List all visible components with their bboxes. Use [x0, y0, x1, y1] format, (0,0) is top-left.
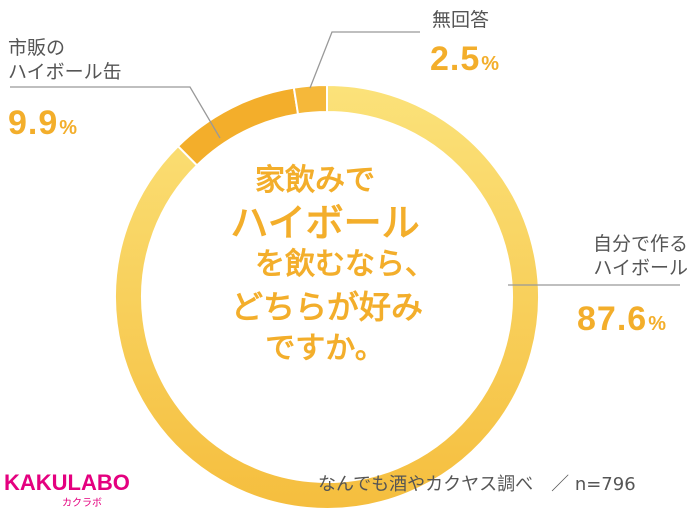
leader-line-none: [309, 31, 420, 89]
source-note: なんでも酒やカクヤス調べ ／ n=796: [318, 474, 636, 495]
slice-no-answer: [292, 83, 328, 116]
value-can-number: 9.9: [8, 104, 59, 142]
label-self: 自分で作る ハイボール: [568, 232, 688, 280]
value-self-number: 87.6: [577, 300, 648, 338]
label-can-line2: ハイボール缶: [8, 61, 122, 83]
logo-sub-text: カクラボ: [62, 498, 102, 509]
center-line-3: を飲むなら、: [255, 247, 435, 282]
value-can-unit: %: [59, 117, 78, 139]
label-can-line1: 市販の: [8, 37, 66, 59]
value-none-number: 2.5: [430, 40, 481, 78]
center-line-1: 家飲みで: [255, 163, 375, 198]
center-line-4: どちらが好み: [230, 288, 423, 326]
value-can: 9.9%: [8, 104, 77, 143]
value-none-unit: %: [481, 53, 500, 75]
donut-slices: [114, 83, 540, 510]
slice-self-made: [114, 83, 540, 510]
label-self-line1: 自分で作る: [592, 233, 688, 255]
value-none: 2.5%: [430, 40, 499, 79]
leader-line-can: [10, 86, 221, 139]
label-none: 無回答: [432, 8, 489, 32]
slice-canned: [176, 86, 300, 167]
label-self-line2: ハイボール: [593, 257, 688, 279]
kakulabo-logo: KAKULABO カクラボ: [4, 470, 130, 509]
center-line-5: ですか。: [265, 331, 385, 366]
leader-lines: [10, 31, 680, 286]
center-question: 家飲みで ハイボール を飲むなら、 どちらが好み ですか。: [170, 160, 490, 370]
center-line-2: ハイボール: [230, 201, 420, 245]
value-self: 87.6%: [577, 300, 666, 339]
logo-main-text: KAKULABO: [4, 470, 130, 495]
label-none-line1: 無回答: [432, 9, 490, 31]
label-can: 市販の ハイボール缶: [8, 36, 122, 84]
value-self-unit: %: [648, 313, 666, 335]
